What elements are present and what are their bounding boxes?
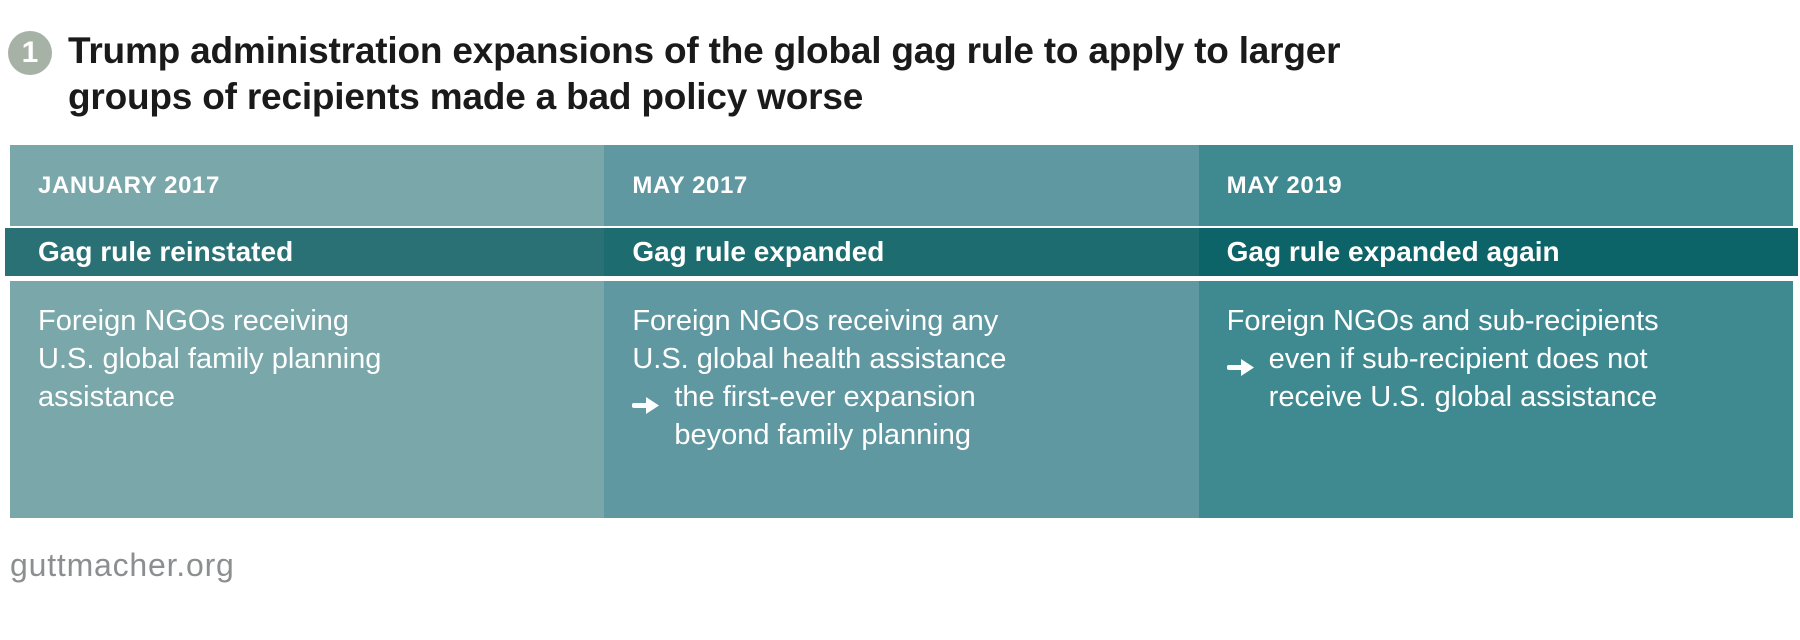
- column-may-2019: MAY 2019 Gag rule expanded again Foreign…: [1198, 145, 1798, 518]
- body-line: U.S. global health assistance: [632, 343, 1007, 375]
- arrow-icon: [1226, 340, 1269, 387]
- figure-number-badge: 1: [8, 31, 52, 75]
- arrow-note-text: the first-ever expansion beyond family p…: [674, 378, 1182, 454]
- body-line: assistance: [38, 381, 176, 413]
- figure-title: Trump administration expansions of the g…: [68, 28, 1341, 120]
- timeline-table: JANUARY 2017 Gag rule reinstated Foreign…: [5, 145, 1798, 518]
- column-may-2017: MAY 2017 Gag rule expanded Foreign NGOs …: [604, 145, 1199, 518]
- column-heading-band: Gag rule expanded: [604, 228, 1199, 276]
- arrow-note: the first-ever expansion beyond family p…: [631, 378, 1182, 454]
- arrow-icon: [631, 378, 674, 425]
- column-date-band: JANUARY 2017: [10, 145, 605, 226]
- figure-number: 1: [21, 36, 39, 69]
- column-date-label: MAY 2019: [1226, 171, 1343, 199]
- figure-header: 1 Trump administration expansions of the…: [0, 0, 1800, 120]
- body-line: Foreign NGOs receiving: [38, 305, 350, 337]
- column-date-label: MAY 2017: [632, 171, 748, 199]
- body-line: Foreign NGOs receiving any: [632, 305, 999, 337]
- body-line: U.S. global family planning: [38, 343, 382, 375]
- source-attribution: guttmacher.org: [10, 547, 235, 583]
- body-line: the first-ever expansion: [674, 381, 976, 413]
- column-date-band: MAY 2019: [1198, 145, 1793, 226]
- column-body: Foreign NGOs receiving any U.S. global h…: [604, 281, 1199, 518]
- column-heading-label: Gag rule expanded again: [1226, 236, 1560, 267]
- body-line: Foreign NGOs and sub-recipients: [1226, 305, 1659, 337]
- column-heading-band: Gag rule expanded again: [1198, 228, 1798, 276]
- arrow-note: even if sub-recipient does not receive U…: [1226, 340, 1777, 416]
- column-heading-band: Gag rule reinstated: [5, 228, 605, 276]
- body-line: receive U.S. global assistance: [1268, 381, 1658, 413]
- column-heading-label: Gag rule expanded: [632, 236, 885, 267]
- column-heading-label: Gag rule reinstated: [38, 236, 294, 267]
- arrow-note-text: even if sub-recipient does not receive U…: [1269, 340, 1777, 416]
- figure-title-line-2: groups of recipients made a bad policy w…: [68, 76, 864, 117]
- column-january-2017: JANUARY 2017 Gag rule reinstated Foreign…: [5, 145, 605, 518]
- body-line: even if sub-recipient does not: [1268, 343, 1648, 375]
- column-body: Foreign NGOs receiving U.S. global famil…: [10, 281, 605, 518]
- column-body: Foreign NGOs and sub-recipients even if …: [1198, 281, 1793, 518]
- column-date-band: MAY 2017: [604, 145, 1199, 226]
- figure-title-line-1: Trump administration expansions of the g…: [68, 30, 1341, 71]
- column-date-label: JANUARY 2017: [38, 171, 220, 199]
- body-line: beyond family planning: [674, 419, 971, 451]
